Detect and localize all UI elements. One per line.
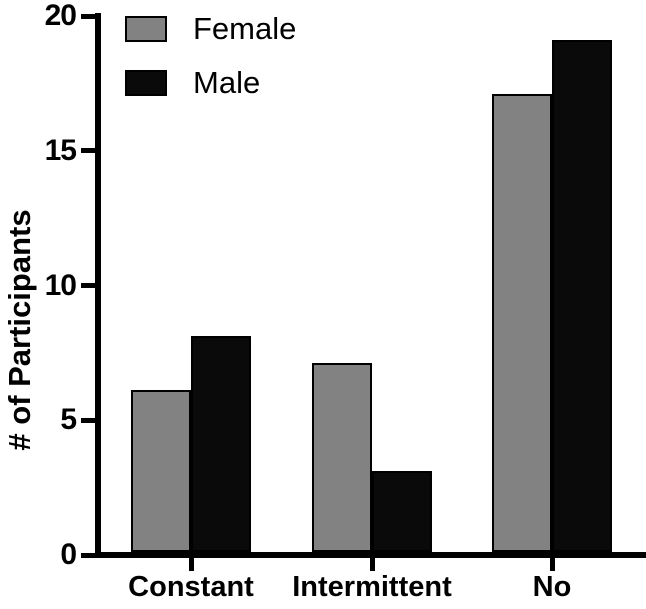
x-axis-line — [95, 552, 646, 558]
x-axis-label-no: No — [532, 571, 572, 603]
x-tick-constant — [188, 558, 194, 571]
legend-swatch-male — [125, 70, 167, 96]
legend-label-male: Male — [193, 65, 261, 100]
y-tick-5 — [81, 417, 96, 423]
x-tick-intermittent — [369, 558, 375, 571]
bar-male-no — [552, 39, 612, 552]
legend-swatch-female — [125, 16, 167, 42]
bar-female-constant — [131, 390, 191, 552]
y-tick-label-5: 5 — [60, 403, 77, 437]
y-tick-20 — [81, 13, 96, 19]
y-tick-label-0: 0 — [60, 538, 77, 571]
y-tick-label-10: 10 — [44, 268, 77, 302]
x-tick-no — [549, 558, 555, 571]
y-tick-label-20: 20 — [44, 0, 77, 32]
bar-female-intermittent — [312, 363, 372, 552]
y-tick-0 — [81, 552, 96, 558]
bar-male-intermittent — [372, 471, 432, 552]
y-axis-line — [95, 13, 101, 558]
y-tick-15 — [81, 148, 96, 154]
x-axis-label-intermittent: Intermittent — [292, 571, 452, 603]
y-tick-label-15: 15 — [44, 133, 77, 167]
y-tick-10 — [81, 283, 96, 288]
bar-female-no — [492, 93, 552, 552]
legend-label-female: Female — [193, 11, 297, 46]
x-axis-label-constant: Constant — [128, 571, 254, 603]
bar-male-constant — [191, 336, 251, 552]
